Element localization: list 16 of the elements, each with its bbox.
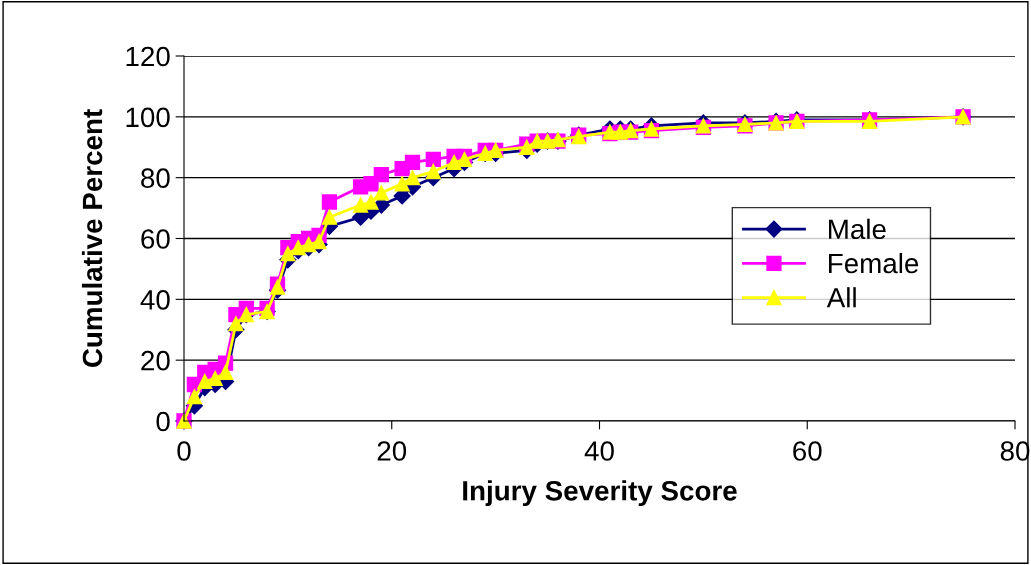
y-tick-label: 100 — [126, 107, 170, 128]
y-tick-label: 40 — [140, 290, 170, 310]
x-tick-label: 40 — [584, 441, 614, 461]
legend-label: Male — [829, 218, 886, 240]
y-tick-label: 0 — [156, 411, 170, 432]
y-tick-label: 120 — [126, 46, 170, 67]
x-tick-label: 60 — [793, 441, 822, 461]
legend-label: All — [826, 287, 856, 308]
legend-label: Female — [829, 252, 919, 274]
x-tick-label: 20 — [377, 441, 407, 461]
y-tick-label: 20 — [141, 350, 170, 371]
y-axis-title: Cumulative Percent — [81, 109, 103, 368]
x-axis-title: Injury Severity Score — [463, 480, 737, 507]
y-tick-label: 60 — [141, 229, 170, 249]
y-tick-label: 80 — [141, 168, 170, 189]
x-tick-label: 0 — [177, 441, 191, 461]
